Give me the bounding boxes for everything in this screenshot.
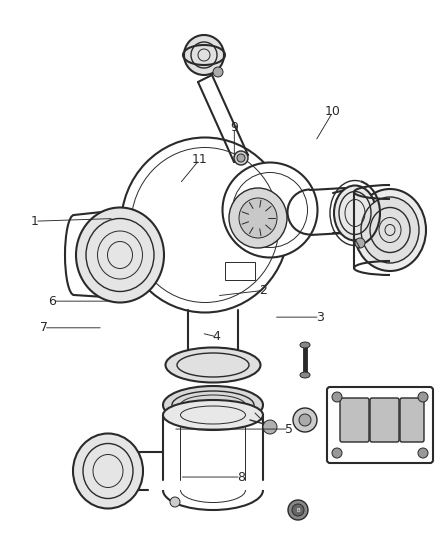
Ellipse shape — [334, 185, 376, 240]
Ellipse shape — [223, 163, 318, 257]
Ellipse shape — [354, 189, 426, 271]
Circle shape — [237, 154, 245, 162]
FancyBboxPatch shape — [327, 387, 433, 463]
FancyBboxPatch shape — [400, 398, 424, 442]
Ellipse shape — [166, 348, 261, 383]
Circle shape — [293, 408, 317, 432]
Text: 9: 9 — [230, 122, 238, 134]
Ellipse shape — [229, 188, 287, 248]
Text: B: B — [296, 507, 300, 513]
Circle shape — [332, 448, 342, 458]
Circle shape — [184, 35, 224, 75]
Text: 3: 3 — [316, 311, 324, 324]
Text: 1: 1 — [31, 215, 39, 228]
Circle shape — [213, 67, 223, 77]
Circle shape — [418, 448, 428, 458]
Text: 5: 5 — [285, 423, 293, 435]
Text: 7: 7 — [40, 321, 48, 334]
Circle shape — [418, 392, 428, 402]
Circle shape — [292, 504, 304, 516]
Text: 8: 8 — [237, 471, 245, 483]
Ellipse shape — [300, 372, 310, 378]
Text: 10: 10 — [325, 106, 341, 118]
Ellipse shape — [163, 400, 263, 430]
Ellipse shape — [73, 433, 143, 508]
Ellipse shape — [239, 198, 277, 238]
Ellipse shape — [121, 138, 289, 312]
Circle shape — [332, 392, 342, 402]
Circle shape — [263, 420, 277, 434]
Circle shape — [234, 151, 248, 165]
Ellipse shape — [163, 386, 263, 424]
Circle shape — [355, 238, 365, 248]
Ellipse shape — [300, 342, 310, 348]
Ellipse shape — [76, 207, 164, 303]
Text: 4: 4 — [213, 330, 221, 343]
Circle shape — [288, 500, 308, 520]
Circle shape — [299, 414, 311, 426]
FancyBboxPatch shape — [370, 398, 399, 442]
Ellipse shape — [361, 197, 419, 263]
FancyBboxPatch shape — [225, 262, 255, 280]
Text: 6: 6 — [49, 295, 57, 308]
Circle shape — [170, 497, 180, 507]
Text: 11: 11 — [191, 154, 207, 166]
FancyBboxPatch shape — [340, 398, 369, 442]
Text: 2: 2 — [259, 284, 267, 297]
